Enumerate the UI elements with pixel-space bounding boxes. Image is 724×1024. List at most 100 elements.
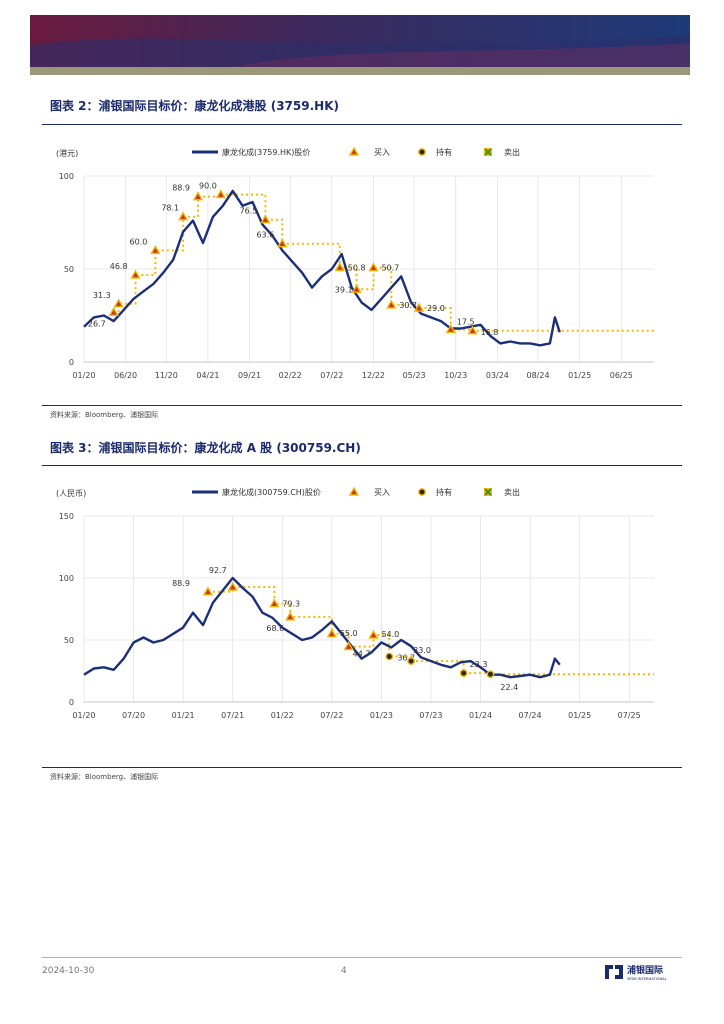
x-tick-label: 07/25	[618, 711, 641, 720]
target-price-label: 63.6	[256, 231, 274, 240]
target-price-label: 39.1	[335, 285, 353, 294]
x-tick-label: 11/20	[155, 371, 178, 380]
buy-marker	[192, 191, 204, 201]
legend-sell-icon	[484, 488, 492, 496]
x-tick-label: 01/22	[271, 711, 294, 720]
x-tick-label: 07/23	[419, 711, 442, 720]
legend-hold-label: 持有	[436, 487, 452, 497]
target-price-label: 92.7	[209, 566, 227, 575]
y-axis-unit-label: (人民币)	[56, 489, 86, 498]
target-price-label: 88.9	[172, 579, 190, 588]
x-tick-label: 01/23	[370, 711, 393, 720]
target-price-label: 26.7	[88, 319, 106, 328]
x-tick-label: 02/22	[279, 371, 302, 380]
legend-sell-icon	[484, 148, 492, 156]
y-tick-label: 0	[69, 358, 74, 367]
x-tick-label: 04/21	[196, 371, 219, 380]
legend-sell-label: 卖出	[504, 487, 520, 497]
buy-marker	[351, 283, 362, 293]
x-tick-label: 05/23	[403, 371, 426, 380]
company-logo: 浦银国际 SPDB INTERNATIONAL	[605, 964, 667, 981]
buy-marker	[202, 586, 214, 596]
legend-hold-label: 持有	[436, 147, 452, 157]
legend-buy-icon	[348, 146, 360, 156]
target-price-label: 50.8	[348, 264, 366, 273]
logo-name: 浦银国际	[627, 964, 663, 976]
buy-marker	[215, 189, 227, 199]
y-tick-label: 100	[59, 172, 74, 181]
x-tick-label: 07/21	[221, 711, 244, 720]
x-tick-label: 07/20	[122, 711, 145, 720]
hold-marker	[486, 670, 495, 679]
target-price-label: 33.0	[413, 646, 431, 655]
chart2-title: 图表 3：浦银国际目标价：康龙化成 A 股 (300759.CH)	[50, 441, 361, 455]
x-tick-label: 09/21	[238, 371, 261, 380]
y-tick-label: 100	[59, 574, 74, 583]
legend-buy-label: 买入	[374, 488, 390, 497]
target-price-label: 78.1	[161, 204, 179, 213]
target-price-label: 79.3	[282, 600, 300, 609]
x-tick-label: 01/25	[568, 711, 591, 720]
chart2-top-rule	[42, 465, 682, 466]
x-tick-label: 08/24	[526, 371, 549, 380]
buy-marker	[386, 299, 397, 309]
y-axis-unit-label: (港元)	[56, 148, 78, 158]
buy-marker	[368, 262, 379, 272]
stock-price-line	[83, 576, 561, 679]
buy-marker	[413, 302, 425, 312]
target-price-label: 50.7	[381, 264, 399, 273]
buy-marker	[260, 214, 271, 224]
legend-buy-icon	[348, 486, 360, 496]
chart2-source: 资料来源：Bloomberg、浦银国际	[50, 773, 159, 781]
y-tick-label: 50	[64, 636, 74, 645]
x-tick-label: 01/20	[72, 371, 95, 380]
x-tick-label: 01/24	[469, 711, 492, 720]
footer-date: 2024-10-30	[42, 966, 95, 976]
x-tick-label: 03/24	[486, 371, 509, 380]
stock-price-line	[83, 189, 561, 347]
x-tick-label: 01/21	[172, 711, 195, 720]
target-price-label: 55.0	[340, 629, 358, 638]
buy-marker	[343, 641, 354, 651]
chart1-bottom-rule	[42, 405, 682, 406]
target-price-label: 46.8	[110, 262, 128, 271]
chart2-bottom-rule	[42, 767, 682, 768]
target-price-label: 88.9	[172, 184, 190, 193]
x-tick-label: 01/20	[72, 711, 95, 720]
legend-buy-label: 买入	[374, 148, 390, 157]
y-tick-label: 50	[64, 265, 74, 274]
chart1-title: 图表 2：浦银国际目标价：康龙化成港股 (3759.HK)	[50, 99, 339, 113]
x-tick-label: 07/22	[320, 371, 343, 380]
legend-hold-icon	[418, 488, 426, 496]
target-price-label: 90.0	[199, 182, 217, 191]
x-tick-label: 06/25	[610, 371, 633, 380]
chart-legend: 康龙化成(3759.HK)股价 买入 持有 卖出	[192, 146, 520, 157]
x-tick-label: 01/25	[568, 371, 591, 380]
target-price-label: 29.0	[427, 304, 445, 313]
legend-hold-icon	[418, 148, 426, 156]
target-price-label: 76.5	[240, 207, 258, 216]
buy-marker	[108, 306, 119, 317]
buy-marker	[284, 611, 296, 621]
y-tick-label: 0	[69, 698, 74, 707]
hold-marker	[407, 657, 416, 665]
chart1-source: 资料来源：Bloomberg、浦银国际	[50, 411, 159, 419]
buy-marker	[113, 298, 124, 308]
x-tick-label: 07/22	[320, 711, 343, 720]
target-price-label: 17.5	[457, 317, 475, 326]
target-price-label: 36.7	[397, 653, 415, 662]
hold-marker	[385, 652, 394, 661]
target-price-label: 44.7	[353, 650, 371, 659]
x-tick-label: 12/22	[362, 371, 385, 380]
logo-subtitle: SPDB INTERNATIONAL	[627, 977, 667, 981]
buy-marker	[368, 629, 379, 639]
target-price-line	[113, 193, 654, 332]
buy-marker	[269, 598, 280, 608]
buy-marker	[177, 211, 189, 221]
buy-marker	[227, 581, 238, 591]
hold-marker	[459, 669, 468, 678]
buy-marker	[130, 269, 141, 279]
target-price-label: 30.7	[399, 301, 417, 310]
buy-marker	[326, 628, 338, 638]
buy-marker	[150, 244, 161, 255]
